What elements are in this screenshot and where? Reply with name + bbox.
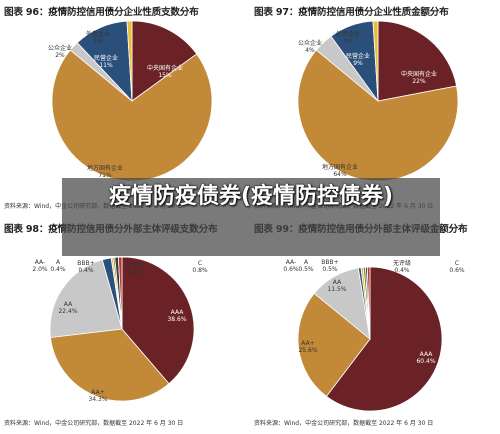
slice-label: C xyxy=(455,260,459,267)
chart-source: 资料来源：Wind，中金公司研究部，数据截至 2022 年 6 月 30 日 xyxy=(254,420,434,427)
pie-slice xyxy=(126,20,133,102)
slice-value-label: 2% xyxy=(55,52,65,59)
slice-label: 中央国有企业 xyxy=(401,70,437,78)
chart-panel-97: 图表 97：疫情防控信用债分企业性质金额分布 中央国有企业 22% 地方国有企业 64… xyxy=(250,0,500,217)
slice-label: BBB+ xyxy=(321,259,338,266)
slice-label: 地方国有企业 xyxy=(322,163,358,171)
chart-title: 图表 96：疫情防控信用债分企业性质支数分布 xyxy=(4,7,199,18)
slice-label: 公众企业 xyxy=(48,44,72,52)
pie-slice xyxy=(49,259,123,338)
slice-value-label: 0.5% xyxy=(322,266,338,273)
slice-label: 民营企业 xyxy=(94,54,118,62)
pie-slice xyxy=(121,256,195,385)
title-overlay: 疫情防疫债券(疫情防控债券) xyxy=(62,178,440,256)
slice-value-label: 11.5% xyxy=(327,286,346,293)
slice-value-label: 0.6% xyxy=(283,266,299,273)
slice-label: 无评级 xyxy=(126,261,144,269)
chart-title: 图表 97：疫情防控信用债分企业性质金额分布 xyxy=(254,7,449,18)
pie-slice xyxy=(366,266,371,340)
slice-value-label: 71% xyxy=(98,172,112,179)
slice-value-label: 0.8% xyxy=(192,267,208,274)
slice-value-label: 1% xyxy=(343,38,353,45)
slice-value-label: 0.5% xyxy=(298,266,314,273)
slice-label: AA+ xyxy=(301,340,314,347)
slice-label: 公众企业 xyxy=(298,39,322,47)
pie-slice xyxy=(117,256,123,330)
slice-label: AA- xyxy=(35,259,45,266)
slice-label: AA- xyxy=(286,259,296,266)
pie-slice xyxy=(297,292,371,397)
slice-label: 民营企业 xyxy=(346,52,370,60)
slice-label: 地方国有企业 xyxy=(87,164,123,172)
pie-slice xyxy=(377,20,458,102)
slice-value-label: 22% xyxy=(412,78,426,85)
slice-value-label: 22.4% xyxy=(58,308,77,315)
pie-chart-99: AAA60.4%AA+25.6%AA11.5%AA-0.6%A0.5%BBB+0… xyxy=(283,259,465,412)
slice-value-label: 64% xyxy=(333,171,347,178)
slice-value-label: 1% xyxy=(93,38,103,45)
slice-value-label: 2.0% xyxy=(32,266,48,273)
slice-value-label: 34.3% xyxy=(88,396,107,403)
chart-panel-96: 图表 96：疫情防控信用债分企业性质支数分布 中央国有企业 15% 地方国有企业 71… xyxy=(0,0,250,217)
slice-label: AA+ xyxy=(91,389,104,396)
slice-label: 中央国有企业 xyxy=(147,64,183,72)
slice-value-label: 60.4% xyxy=(416,358,435,365)
slice-value-label: 0.6% xyxy=(449,267,465,274)
slice-value-label: 25.6% xyxy=(298,347,317,354)
slice-value-label: 0.4% xyxy=(50,266,66,273)
overlay-title: 疫情防疫债券(疫情防控债券) xyxy=(108,184,394,209)
slice-label: BBB+ xyxy=(77,260,94,267)
slice-value-label: 38.6% xyxy=(167,316,186,323)
slice-label: AAA xyxy=(171,309,185,316)
pie-slice xyxy=(50,328,170,402)
slice-label: AA xyxy=(333,279,342,286)
slice-value-label: 0.4% xyxy=(394,267,410,274)
slice-label: 外资企业 xyxy=(86,30,110,38)
slice-label: 外资企业 xyxy=(336,30,360,38)
chart-source: 资料来源：Wind，中金公司研究部，数据截至 2022 年 6 月 30 日 xyxy=(4,420,184,427)
slice-value-label: 4% xyxy=(305,47,315,54)
slice-label: A xyxy=(304,259,309,266)
slice-value-label: 0.4% xyxy=(78,267,94,274)
slice-label: AA xyxy=(64,301,73,308)
slice-value-label: 0.8% xyxy=(127,269,143,276)
slice-label: A xyxy=(56,259,61,266)
pie-slice xyxy=(131,20,198,102)
slice-label: C xyxy=(198,260,202,267)
slice-value-label: 9% xyxy=(353,60,363,67)
pie-slice xyxy=(372,20,379,102)
slice-value-label: 11% xyxy=(99,62,113,69)
slice-value-label: 15% xyxy=(158,72,172,79)
slice-label: AAA xyxy=(420,351,434,358)
pie-chart-98: AAA38.6%AA+34.3%AA22.4%AA-2.0%A0.4%BBB+0… xyxy=(32,256,208,403)
pie-slice xyxy=(325,266,443,412)
slice-label: 无评级 xyxy=(393,259,411,267)
